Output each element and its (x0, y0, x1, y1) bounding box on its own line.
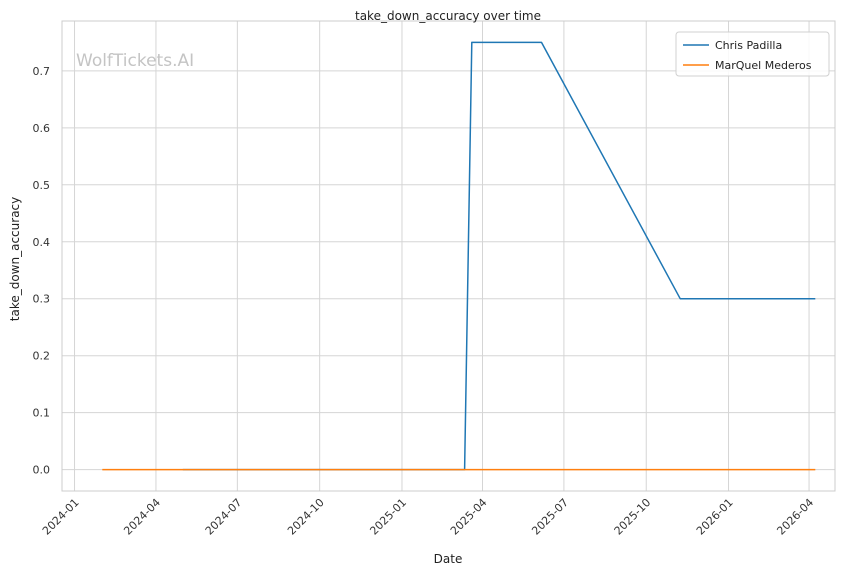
legend: Chris Padilla MarQuel Mederos (675, 31, 830, 77)
y-tick-label: 0.2 (33, 350, 51, 363)
legend-box (675, 31, 830, 77)
series (102, 41, 816, 471)
x-axis-label: Date (434, 552, 463, 566)
y-axis-label: take_down_accuracy (8, 197, 22, 321)
plot-frame (61, 20, 836, 492)
chart-title: take_down_accuracy over time (355, 9, 541, 23)
y-tick-label: 0.1 (33, 407, 51, 420)
y-tick-label: 0.5 (33, 179, 51, 192)
y-tick-label: 0.4 (33, 236, 51, 249)
legend-label-marquel-mederos: MarQuel Mederos (715, 59, 812, 72)
y-tick-label: 0.0 (33, 464, 51, 477)
y-tick-label: 0.6 (33, 122, 51, 135)
plot-area (62, 21, 835, 491)
grid (62, 21, 835, 491)
y-tick-label: 0.7 (33, 65, 51, 78)
watermark-text: WolfTickets.AI (76, 51, 194, 71)
y-tick-label: 0.3 (33, 293, 51, 306)
legend-label-chris-padilla: Chris Padilla (715, 39, 782, 52)
